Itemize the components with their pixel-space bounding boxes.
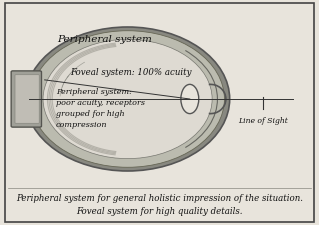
FancyBboxPatch shape <box>15 75 39 123</box>
Text: Line of Sight: Line of Sight <box>238 117 288 125</box>
Ellipse shape <box>181 84 199 114</box>
FancyBboxPatch shape <box>11 71 41 127</box>
Ellipse shape <box>26 27 230 171</box>
Text: Foveal system: 100% acuity: Foveal system: 100% acuity <box>70 68 192 77</box>
Text: Peripheral system:
poor acuity, receptors
grouped for high
compression: Peripheral system: poor acuity, receptor… <box>56 88 145 129</box>
Ellipse shape <box>43 39 212 159</box>
Ellipse shape <box>31 31 225 167</box>
Text: Peripheral system: Peripheral system <box>57 35 152 44</box>
Text: Peripheral system for general holistic impression of the situation.
Foveal syste: Peripheral system for general holistic i… <box>16 194 303 216</box>
